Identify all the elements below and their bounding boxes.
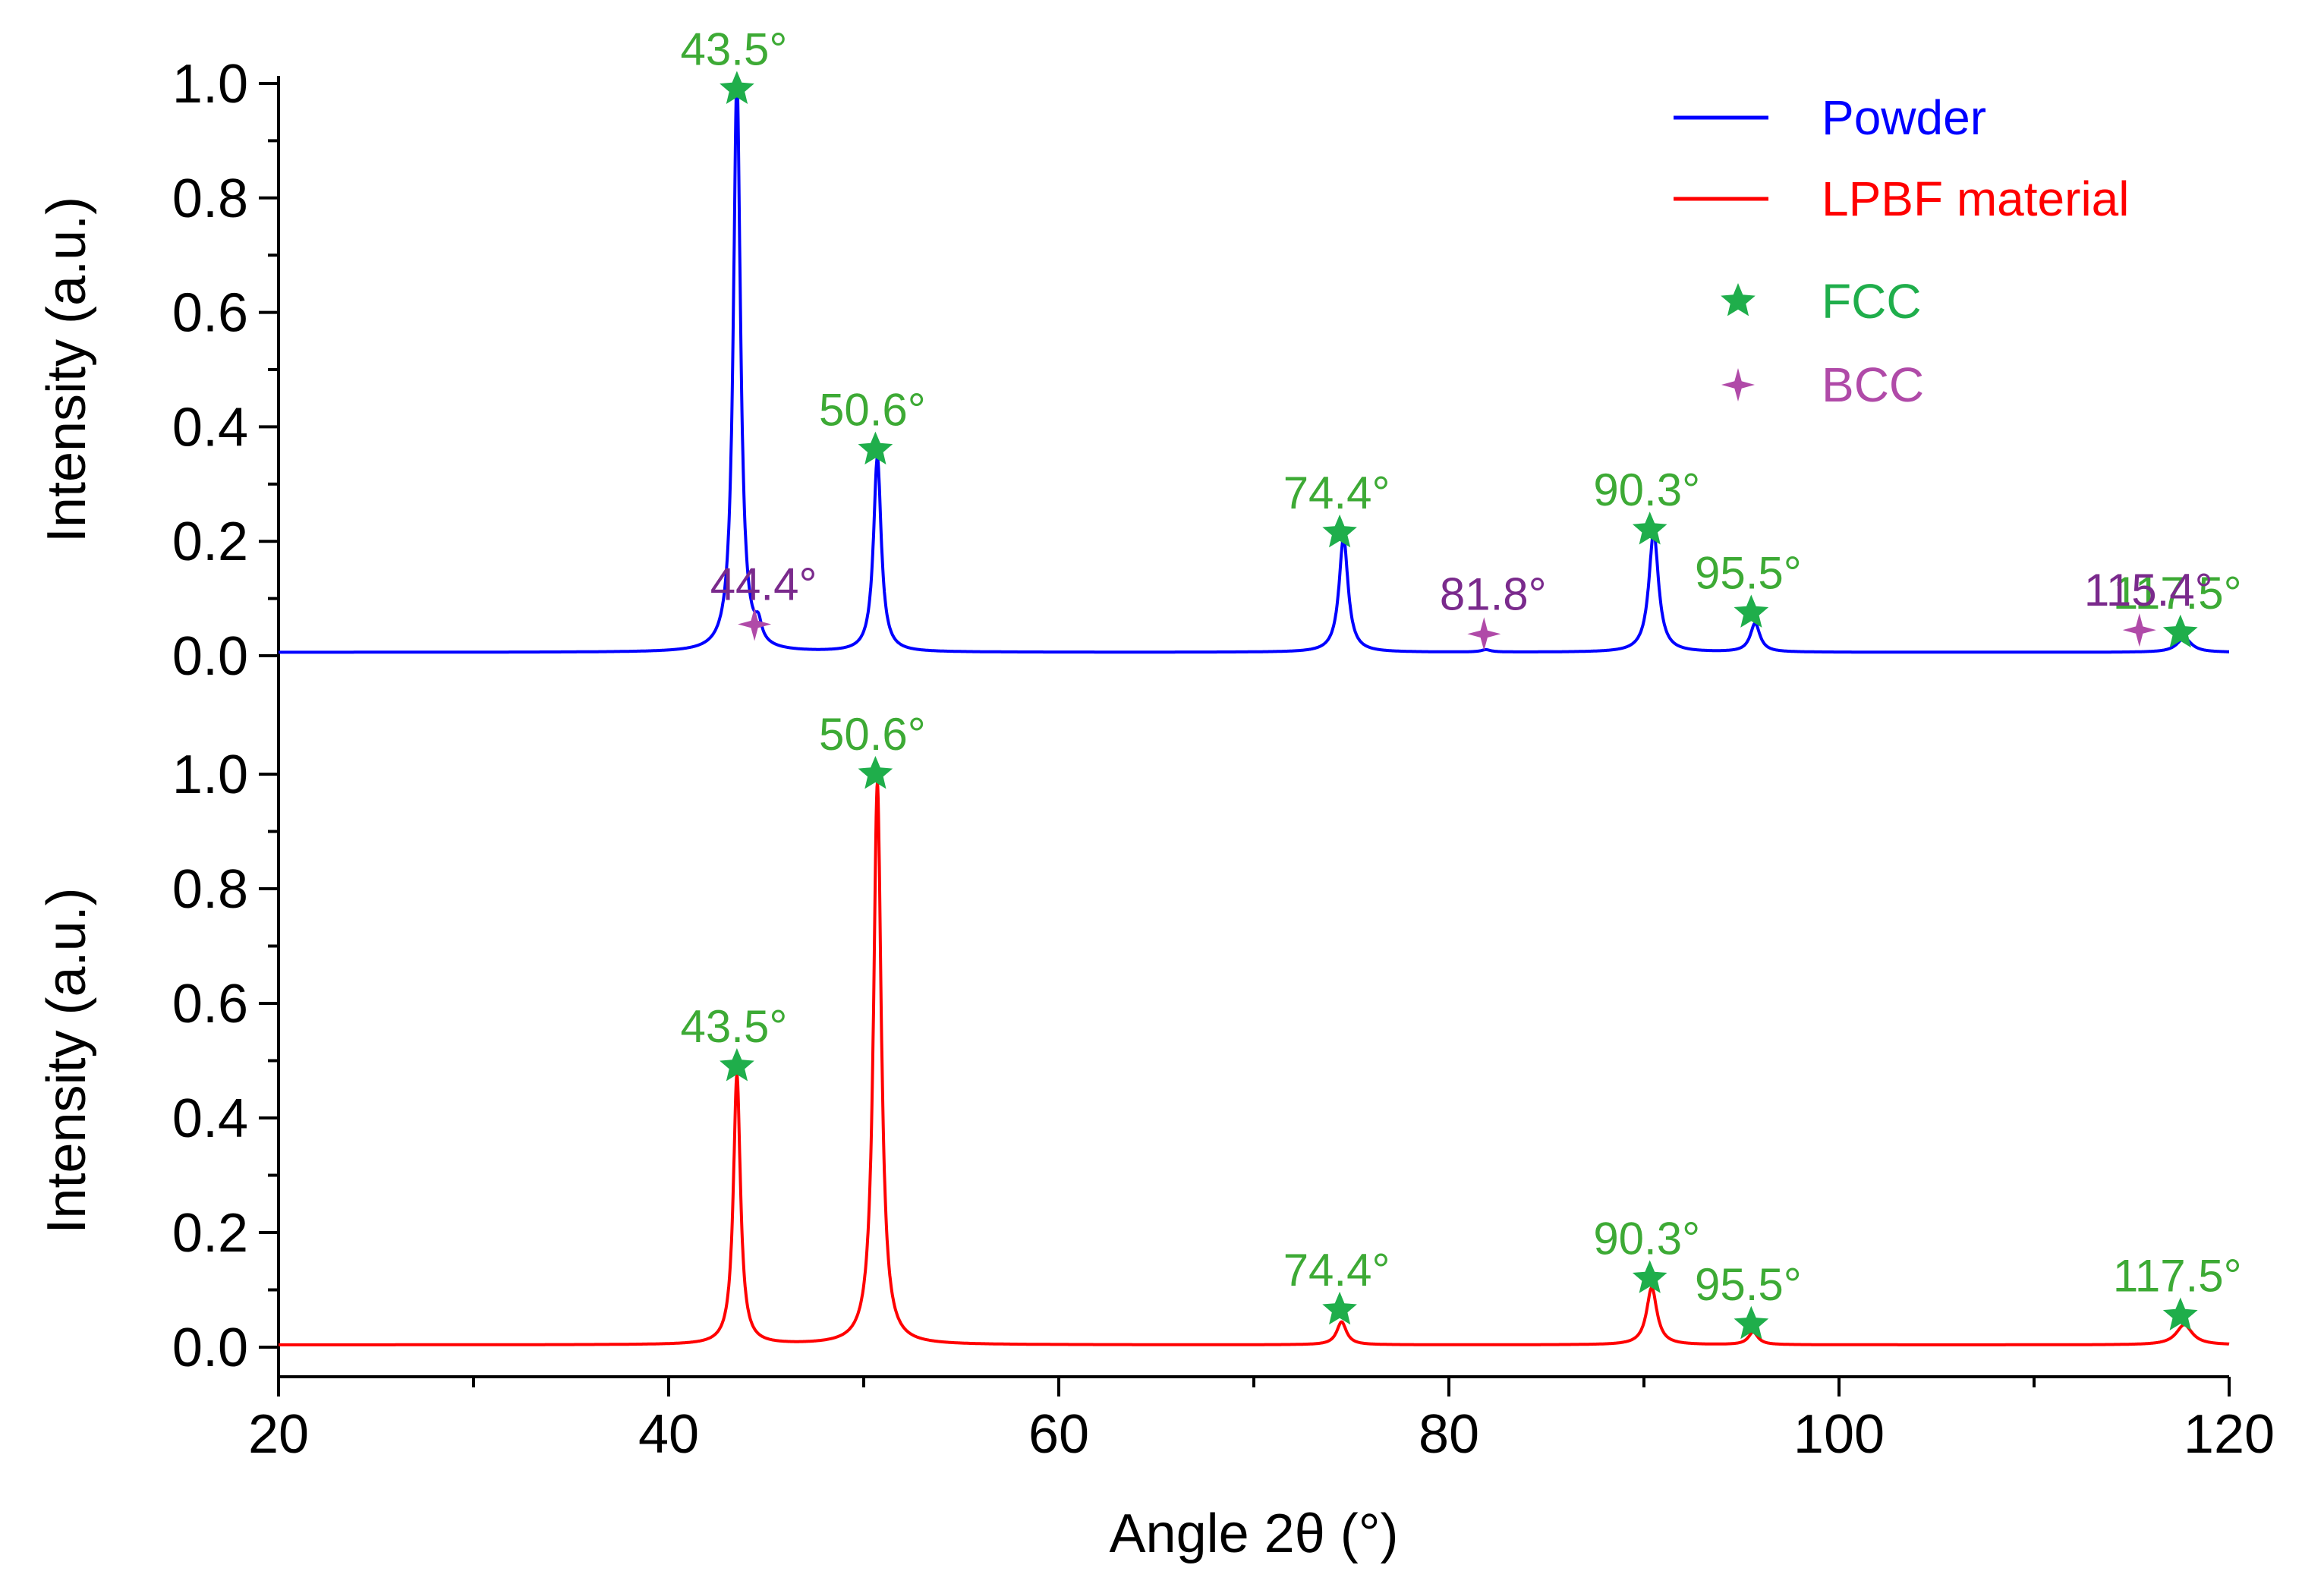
legend-star-icon <box>1721 283 1756 316</box>
bcc-peak-marker <box>2122 613 2156 647</box>
series-layer <box>277 77 2231 1346</box>
fcc-peak-label: 117.5° <box>2113 1250 2242 1301</box>
y-tick-label: 0.4 <box>172 397 248 458</box>
y-tick-label: 0.0 <box>172 1318 248 1378</box>
fcc-peak-label: 95.5° <box>1695 1259 1802 1310</box>
axes-layer: 20 40 60 80 100 120 0.0 0.2 0.4 0.6 0.8 1.0 Intensit… <box>36 54 2275 1465</box>
bcc-peak-label: 81.8° <box>1440 568 1547 619</box>
fcc-peak-label: 117.5° <box>2113 568 2242 619</box>
fcc-peak-label: 50.6° <box>819 709 926 760</box>
fcc-peak-marker <box>1734 594 1769 628</box>
legend-label: LPBF material <box>1822 172 2129 226</box>
y-tick-label: 0.8 <box>172 168 248 229</box>
x-axis-title: Angle 2θ (°) <box>1110 1504 1399 1564</box>
y-tick-label: 0.6 <box>172 974 248 1034</box>
x-tick-label: 80 <box>1419 1404 1479 1465</box>
fcc-peak-label: 74.4° <box>1283 1245 1390 1296</box>
y-tick-label: 0.8 <box>172 859 248 920</box>
x-tick-label: 120 <box>2184 1404 2275 1465</box>
y-tick-label: 1.0 <box>172 745 248 805</box>
y-tick-label: 0.2 <box>172 512 248 572</box>
fcc-peak-label: 43.5° <box>681 1001 788 1052</box>
legend: Powder LPBF material FCC BCC <box>1674 90 2129 412</box>
fcc-peak-label: 43.5° <box>681 24 788 75</box>
fcc-peak-marker <box>2162 614 2198 648</box>
legend-sparkle-icon <box>1721 368 1755 401</box>
series-line-powder <box>277 77 2231 654</box>
legend-label: BCC <box>1822 357 1924 412</box>
fcc-peak-label: 50.6° <box>819 385 926 436</box>
x-tick-label: 40 <box>638 1404 699 1465</box>
fcc-peak-marker <box>2162 1297 2198 1330</box>
fcc-peak-marker <box>720 71 754 104</box>
y-tick-label: 0.0 <box>172 626 248 687</box>
fcc-peak-marker <box>1322 1291 1357 1325</box>
legend-label: FCC <box>1822 274 1922 329</box>
y-tick-label: 0.4 <box>172 1088 248 1149</box>
y-tick-label: 0.6 <box>172 283 248 344</box>
fcc-peak-marker <box>858 431 893 464</box>
legend-label: Powder <box>1822 90 1986 145</box>
y-axis-title: Intensity (a.u.) <box>36 197 97 543</box>
fcc-peak-marker <box>1322 514 1357 548</box>
fcc-peak-marker <box>1734 1305 1769 1340</box>
fcc-peak-label: 90.3° <box>1593 1213 1700 1264</box>
fcc-peak-label: 95.5° <box>1695 547 1802 598</box>
fcc-peak-marker <box>1632 1260 1667 1293</box>
marker-layer: 43.5°50.6°74.4° 90.3°95.5° 117.5°44.4° 81.8… <box>681 24 2242 1340</box>
bcc-peak-marker <box>738 607 772 641</box>
x-tick-label: 100 <box>1793 1404 1885 1465</box>
y-tick-label: 0.2 <box>172 1203 248 1264</box>
fcc-peak-label: 74.4° <box>1283 468 1390 518</box>
bcc-peak-label: 44.4° <box>710 559 817 610</box>
x-tick-label: 60 <box>1028 1404 1089 1465</box>
series-line-lpbf <box>277 781 2231 1346</box>
fcc-peak-marker <box>720 1048 754 1082</box>
x-tick-label: 20 <box>248 1404 309 1465</box>
fcc-peak-marker <box>858 756 893 789</box>
bcc-peak-marker <box>1467 617 1501 651</box>
y-axis-title: Intensity (a.u.) <box>36 887 97 1233</box>
y-tick-label: 1.0 <box>172 54 248 115</box>
fcc-peak-marker <box>1632 512 1667 545</box>
bcc-peak-label: 115.4° <box>2084 565 2213 616</box>
fcc-peak-label: 90.3° <box>1593 464 1700 515</box>
